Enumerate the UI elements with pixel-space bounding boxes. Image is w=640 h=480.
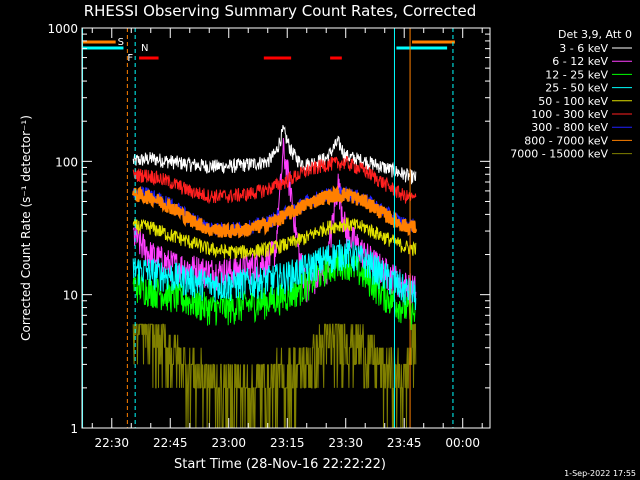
y-tick-label: 100 — [55, 155, 78, 169]
y-tick-label: 1 — [70, 422, 78, 436]
x-tick-label: 23:00 — [211, 436, 246, 450]
series-group — [82, 28, 455, 428]
plot-frame — [81, 27, 491, 429]
legend-entry-4: 50 - 100 keV — [538, 95, 608, 108]
x-tick-label: 23:45 — [387, 436, 422, 450]
x-tick-label: 22:45 — [153, 436, 188, 450]
legend-entry-1: 6 - 12 keV — [552, 55, 608, 68]
legend-entry-6: 300 - 800 keV — [531, 121, 608, 134]
legend-entry-7: 800 - 7000 keV — [524, 134, 608, 147]
y-axis-label: Corrected Count Rate (s⁻¹ detector⁻¹) — [19, 115, 33, 341]
plot-area: S NF — [82, 28, 455, 428]
series-line-2 — [132, 248, 417, 331]
series-line-5 — [132, 155, 417, 204]
legend-entry-5: 100 - 300 keV — [531, 108, 608, 121]
y-tick-label: 1000 — [47, 22, 78, 36]
legend-header: Det 3,9, Att 0 — [558, 28, 632, 41]
x-axis-label: Start Time (28-Nov-16 22:22:22) — [174, 457, 386, 472]
chart-title: RHESSI Observing Summary Count Rates, Co… — [84, 2, 477, 20]
series-line-3 — [132, 239, 417, 311]
legend-entry-0: 3 - 6 keV — [559, 42, 608, 55]
legend-entry-2: 12 - 25 keV — [545, 68, 608, 81]
flag-label-n: N — [141, 43, 148, 54]
axes: 1 10 100 1000 22:30 22:45 23:00 23:15 23:30 23:45… — [47, 22, 491, 450]
flag-label-s: S — [118, 37, 124, 48]
x-tick-label: 23:30 — [328, 436, 363, 450]
legend-entry-3: 25 - 50 keV — [545, 82, 608, 95]
series-line-0 — [132, 125, 417, 185]
series-line-8 — [132, 323, 417, 428]
flag-label-f: F — [127, 53, 133, 64]
x-tick-label: 23:15 — [270, 436, 305, 450]
x-tick-label: 22:30 — [94, 436, 129, 450]
footer-date: 1-Sep-2022 17:55 — [564, 469, 636, 478]
legend-entry-8: 7000 - 15000 keV — [510, 148, 608, 161]
series-line-7 — [132, 184, 417, 239]
x-tick-label: 00:00 — [445, 436, 480, 450]
y-tick-label: 10 — [63, 289, 78, 303]
series-line-4 — [132, 217, 417, 260]
